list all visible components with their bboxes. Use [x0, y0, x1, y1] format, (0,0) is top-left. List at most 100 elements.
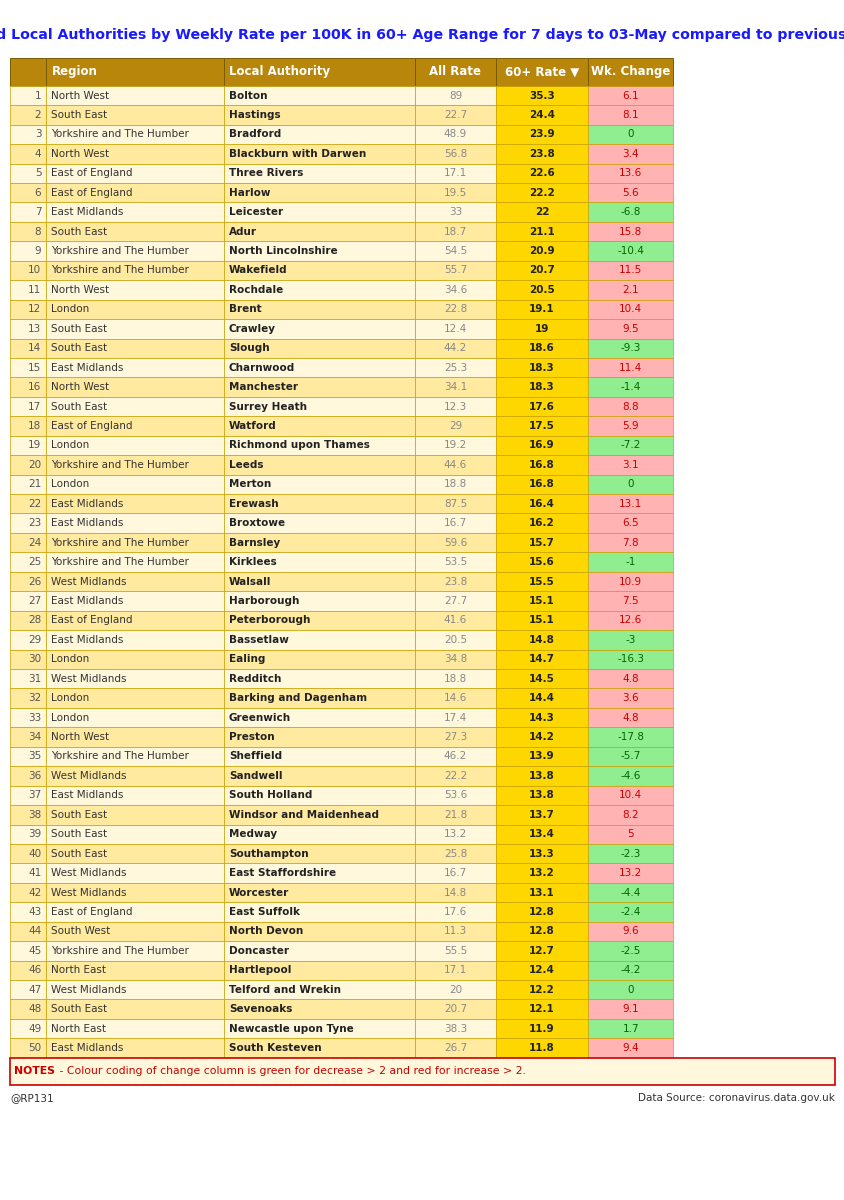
FancyBboxPatch shape	[10, 708, 46, 727]
Text: 12.3: 12.3	[443, 402, 467, 412]
FancyBboxPatch shape	[224, 125, 414, 144]
FancyBboxPatch shape	[10, 592, 46, 611]
FancyBboxPatch shape	[10, 786, 46, 805]
FancyBboxPatch shape	[495, 241, 587, 260]
FancyBboxPatch shape	[587, 592, 673, 611]
FancyBboxPatch shape	[224, 766, 414, 786]
Text: East of England: East of England	[51, 421, 133, 431]
Text: 12.4: 12.4	[443, 324, 467, 334]
FancyBboxPatch shape	[224, 474, 414, 494]
Text: 38: 38	[28, 810, 41, 820]
FancyBboxPatch shape	[495, 319, 587, 338]
Text: East Midlands: East Midlands	[51, 518, 124, 528]
Text: Yorkshire and The Humber: Yorkshire and The Humber	[51, 557, 189, 568]
FancyBboxPatch shape	[46, 941, 224, 960]
FancyBboxPatch shape	[10, 474, 46, 494]
FancyBboxPatch shape	[495, 630, 587, 649]
Text: 17.5: 17.5	[528, 421, 555, 431]
FancyBboxPatch shape	[414, 280, 495, 300]
Text: 23.8: 23.8	[528, 149, 555, 158]
Text: 15.1: 15.1	[528, 596, 555, 606]
Text: Yorkshire and The Humber: Yorkshire and The Humber	[51, 460, 189, 470]
Text: Erewash: Erewash	[229, 499, 279, 509]
FancyBboxPatch shape	[46, 883, 224, 902]
FancyBboxPatch shape	[10, 1057, 834, 1085]
Text: 12.4: 12.4	[528, 965, 555, 976]
FancyBboxPatch shape	[414, 260, 495, 280]
Text: Barking and Dagenham: Barking and Dagenham	[229, 694, 366, 703]
Text: London: London	[51, 440, 89, 450]
Text: 21: 21	[28, 479, 41, 490]
FancyBboxPatch shape	[495, 474, 587, 494]
Text: 4.8: 4.8	[622, 713, 638, 722]
FancyBboxPatch shape	[224, 377, 414, 397]
Text: West Midlands: West Midlands	[51, 888, 127, 898]
FancyBboxPatch shape	[224, 611, 414, 630]
FancyBboxPatch shape	[414, 980, 495, 1000]
FancyBboxPatch shape	[224, 533, 414, 552]
Text: 22.6: 22.6	[528, 168, 555, 179]
Text: 25.3: 25.3	[443, 362, 467, 373]
Text: 14.3: 14.3	[528, 713, 555, 722]
FancyBboxPatch shape	[46, 203, 224, 222]
Text: 59.6: 59.6	[443, 538, 467, 547]
Text: 29: 29	[448, 421, 462, 431]
Text: 13.2: 13.2	[443, 829, 467, 839]
Text: Crawley: Crawley	[229, 324, 275, 334]
Text: Sevenoaks: Sevenoaks	[229, 1004, 292, 1014]
Text: 44.2: 44.2	[443, 343, 467, 353]
Text: 17.4: 17.4	[443, 713, 467, 722]
FancyBboxPatch shape	[10, 533, 46, 552]
FancyBboxPatch shape	[587, 708, 673, 727]
Text: East Midlands: East Midlands	[51, 362, 124, 373]
Text: 23: 23	[28, 518, 41, 528]
FancyBboxPatch shape	[46, 241, 224, 260]
FancyBboxPatch shape	[414, 514, 495, 533]
FancyBboxPatch shape	[10, 455, 46, 474]
Text: 22.2: 22.2	[528, 187, 555, 198]
Text: London: London	[51, 479, 89, 490]
Text: West Midlands: West Midlands	[51, 770, 127, 781]
FancyBboxPatch shape	[10, 436, 46, 455]
FancyBboxPatch shape	[10, 922, 46, 941]
Text: 16.7: 16.7	[443, 868, 467, 878]
Text: - Colour coding of change column is green for decrease > 2 and red for increase : - Colour coding of change column is gree…	[56, 1067, 525, 1076]
FancyBboxPatch shape	[46, 805, 224, 824]
FancyBboxPatch shape	[587, 1000, 673, 1019]
FancyBboxPatch shape	[414, 163, 495, 182]
FancyBboxPatch shape	[495, 592, 587, 611]
Text: 7.5: 7.5	[622, 596, 638, 606]
Text: 53.5: 53.5	[443, 557, 467, 568]
Text: 41.6: 41.6	[443, 616, 467, 625]
FancyBboxPatch shape	[414, 941, 495, 960]
FancyBboxPatch shape	[495, 85, 587, 106]
FancyBboxPatch shape	[10, 980, 46, 1000]
Text: 44.6: 44.6	[443, 460, 467, 470]
FancyBboxPatch shape	[414, 805, 495, 824]
Text: 19.1: 19.1	[528, 305, 555, 314]
FancyBboxPatch shape	[495, 766, 587, 786]
FancyBboxPatch shape	[10, 805, 46, 824]
Text: 13.2: 13.2	[528, 868, 555, 878]
FancyBboxPatch shape	[10, 1019, 46, 1038]
FancyBboxPatch shape	[587, 319, 673, 338]
FancyBboxPatch shape	[587, 455, 673, 474]
Text: West Midlands: West Midlands	[51, 576, 127, 587]
Text: 29: 29	[28, 635, 41, 644]
Text: Harlow: Harlow	[229, 187, 270, 198]
FancyBboxPatch shape	[10, 338, 46, 358]
Text: 17: 17	[28, 402, 41, 412]
Text: 27.3: 27.3	[443, 732, 467, 742]
Text: Surrey Heath: Surrey Heath	[229, 402, 306, 412]
FancyBboxPatch shape	[414, 377, 495, 397]
Text: South East: South East	[51, 324, 107, 334]
Text: 11.4: 11.4	[619, 362, 641, 373]
FancyBboxPatch shape	[224, 844, 414, 863]
FancyBboxPatch shape	[495, 338, 587, 358]
Text: North West: North West	[51, 382, 110, 392]
Text: @RP131: @RP131	[10, 1093, 54, 1104]
Text: 25.8: 25.8	[443, 848, 467, 859]
Text: Richmond upon Thames: Richmond upon Thames	[229, 440, 369, 450]
FancyBboxPatch shape	[46, 980, 224, 1000]
FancyBboxPatch shape	[46, 902, 224, 922]
